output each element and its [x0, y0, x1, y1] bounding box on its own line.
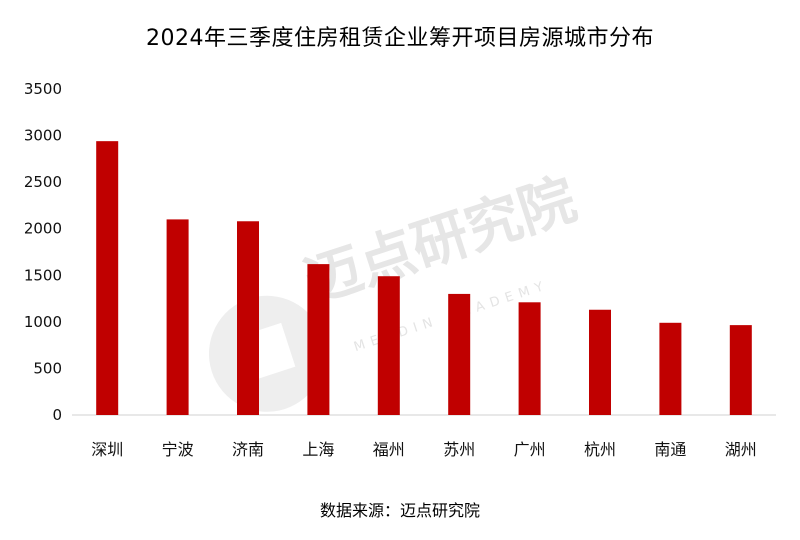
x-tick-label: 广州	[514, 440, 546, 459]
x-tick-label: 深圳	[91, 440, 123, 459]
y-tick-label: 1500	[24, 266, 62, 284]
chart-title: 2024年三季度住房租赁企业筹开项目房源城市分布	[146, 26, 654, 51]
x-tick-label: 宁波	[162, 440, 194, 459]
bar	[166, 219, 189, 415]
bar	[589, 309, 611, 415]
bar	[729, 325, 752, 415]
bar	[377, 276, 400, 415]
bar	[518, 302, 541, 415]
x-tick-label: 湖州	[725, 440, 757, 459]
bar	[96, 141, 119, 415]
y-tick-label: 2500	[24, 173, 62, 191]
y-tick-label: 500	[33, 359, 62, 377]
x-tick-label: 杭州	[584, 440, 616, 459]
x-tick-label: 济南	[232, 440, 264, 459]
source-note: 数据来源：迈点研究院	[319, 501, 480, 520]
x-tick-label: 上海	[302, 440, 334, 459]
bar	[448, 293, 471, 415]
bar	[307, 264, 330, 415]
x-tick-label: 苏州	[443, 440, 475, 459]
bar	[237, 221, 259, 415]
y-tick-label: 3500	[24, 80, 62, 98]
y-tick-label: 2000	[24, 220, 62, 238]
bar	[659, 322, 682, 415]
x-axis-labels: 深圳 宁波 济南 上海 福州 苏州 广州 杭州 南通 湖州	[91, 440, 757, 459]
y-tick-label: 0	[52, 406, 62, 424]
x-tick-label: 福州	[373, 440, 405, 459]
y-axis: 0 500 1000 1500 2000 2500 3000 3500	[24, 80, 62, 424]
x-tick-label: 南通	[654, 440, 686, 459]
y-tick-label: 3000	[24, 127, 62, 145]
y-tick-label: 1000	[24, 313, 62, 331]
bars	[96, 141, 752, 415]
